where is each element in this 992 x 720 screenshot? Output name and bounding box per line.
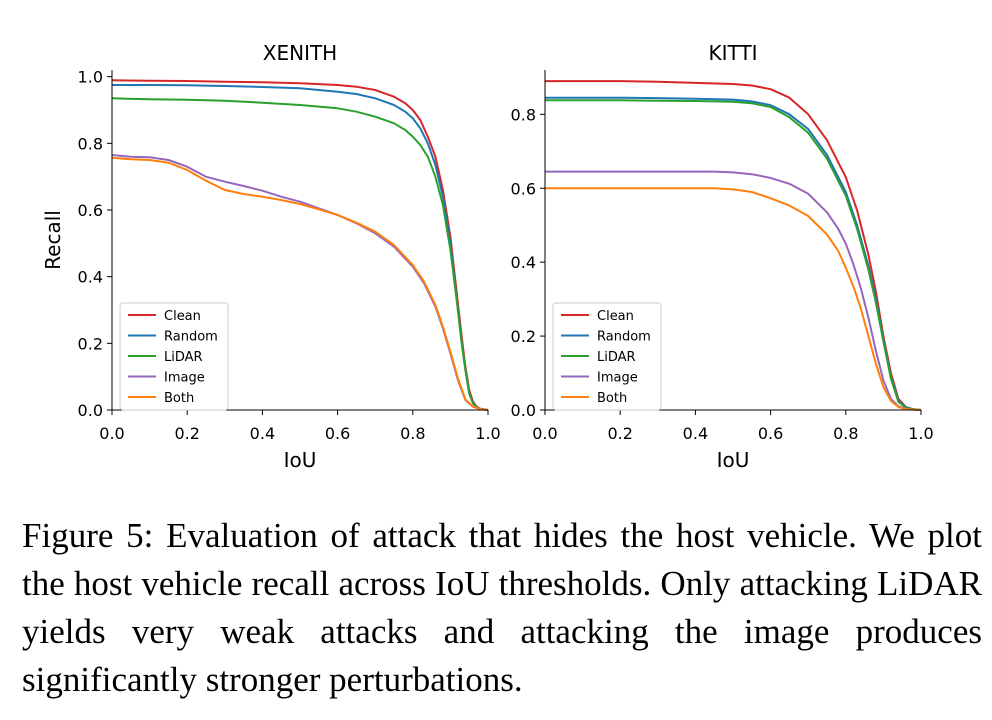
figure-caption: Figure 5: Evaluation of attack that hide… bbox=[22, 516, 982, 699]
series-line-both bbox=[545, 187, 922, 411]
x-tick-label: 0.8 bbox=[400, 424, 425, 443]
y-tick-label: 0.6 bbox=[511, 179, 536, 198]
x-tick-label: 0.6 bbox=[758, 424, 783, 443]
x-tick-label: 0.6 bbox=[325, 424, 350, 443]
legend-label: Clean bbox=[164, 309, 201, 324]
legend: Clean Random LiDAR Image Both bbox=[119, 302, 229, 411]
x-tick-label: 0.4 bbox=[683, 424, 708, 443]
y-tick-label: 0.0 bbox=[511, 401, 536, 420]
y-tick-label: 0.4 bbox=[511, 253, 536, 272]
legend-label: Image bbox=[597, 371, 638, 386]
series-line-lidar bbox=[545, 99, 922, 411]
y-tick-label: 0.8 bbox=[511, 105, 536, 124]
y-tick-label: 0.2 bbox=[78, 334, 103, 353]
panel-title: KITTI bbox=[709, 41, 758, 65]
figure: 0.0 0.2 0.4 0.6 0.8 1.0 0.0 0.2 0.4 0.6 0.8 1.0 XENI… bbox=[41, 41, 934, 472]
legend-label: Random bbox=[597, 330, 651, 345]
legend-label: LiDAR bbox=[597, 350, 636, 365]
x-axis-label: IoU bbox=[717, 448, 750, 472]
legend-box bbox=[119, 302, 229, 411]
y-tick-label: 0.6 bbox=[78, 201, 103, 220]
legend-label: Image bbox=[164, 371, 205, 386]
y-tick-label: 0.0 bbox=[78, 401, 103, 420]
legend-label: Both bbox=[597, 391, 627, 406]
legend-label: Both bbox=[164, 391, 194, 406]
y-tick-label: 1.0 bbox=[78, 68, 103, 87]
legend-box bbox=[552, 302, 662, 411]
legend-label: Random bbox=[164, 330, 218, 345]
x-tick-label: 0.8 bbox=[833, 424, 858, 443]
y-axis-label: Recall bbox=[41, 210, 65, 270]
legend-label: LiDAR bbox=[164, 350, 203, 365]
x-tick-label: 0.2 bbox=[607, 424, 632, 443]
y-tick-label: 0.2 bbox=[511, 327, 536, 346]
legend: Clean Random LiDAR Image Both bbox=[552, 302, 662, 411]
y-tick-label: 0.8 bbox=[78, 134, 103, 153]
y-tick-label: 0.4 bbox=[78, 268, 103, 287]
x-tick-label: 0.2 bbox=[174, 424, 199, 443]
panel-kitti: 0.0 0.2 0.4 0.6 0.8 1.0 0.0 0.2 0.4 0.6 0.8 KITTI Io… bbox=[511, 41, 934, 472]
x-tick-label: 1.0 bbox=[908, 424, 933, 443]
panel-xenith: 0.0 0.2 0.4 0.6 0.8 1.0 0.0 0.2 0.4 0.6 0.8 1.0 XENI… bbox=[41, 41, 501, 472]
series-line-image bbox=[545, 170, 922, 411]
series-line-lidar bbox=[111, 97, 489, 411]
x-tick-label: 0.4 bbox=[250, 424, 275, 443]
x-tick-label: 0.0 bbox=[99, 424, 124, 443]
x-tick-label: 1.0 bbox=[475, 424, 500, 443]
x-axis-label: IoU bbox=[284, 448, 317, 472]
panel-title: XENITH bbox=[263, 41, 337, 65]
legend-label: Clean bbox=[597, 309, 634, 324]
x-tick-label: 0.0 bbox=[532, 424, 557, 443]
series-line-both bbox=[111, 156, 489, 411]
